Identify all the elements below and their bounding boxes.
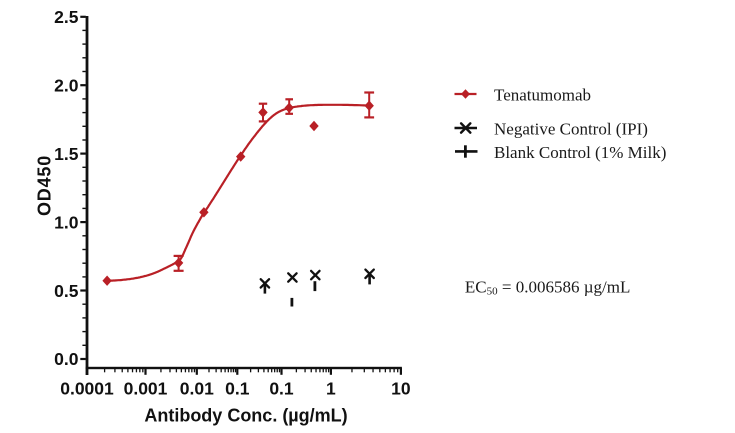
svg-text:2.0: 2.0: [54, 75, 79, 95]
svg-text:1: 1: [326, 379, 336, 399]
svg-text:Negative Control (IPI): Negative Control (IPI): [494, 120, 648, 139]
svg-text:0.001: 0.001: [124, 379, 168, 399]
svg-text:1.0: 1.0: [54, 212, 79, 232]
svg-text:0.1: 0.1: [269, 379, 294, 399]
svg-text:OD450: OD450: [35, 155, 55, 216]
svg-text:0.5: 0.5: [54, 281, 79, 301]
svg-text:0.01: 0.01: [180, 379, 214, 399]
svg-text:2.5: 2.5: [54, 7, 79, 27]
svg-text:10: 10: [391, 379, 411, 399]
svg-text:0.0: 0.0: [54, 349, 79, 369]
svg-text:0.1: 0.1: [225, 379, 250, 399]
svg-text:Tenatumomab: Tenatumomab: [494, 86, 591, 105]
svg-text:EC50 = 0.006586 µg/mL: EC50 = 0.006586 µg/mL: [465, 277, 630, 297]
svg-text:Antibody Conc. (µg/mL): Antibody Conc. (µg/mL): [144, 406, 347, 426]
svg-text:0.0001: 0.0001: [60, 379, 114, 399]
svg-text:Blank Control (1% Milk): Blank Control (1% Milk): [494, 143, 666, 162]
svg-text:1.5: 1.5: [54, 144, 79, 164]
